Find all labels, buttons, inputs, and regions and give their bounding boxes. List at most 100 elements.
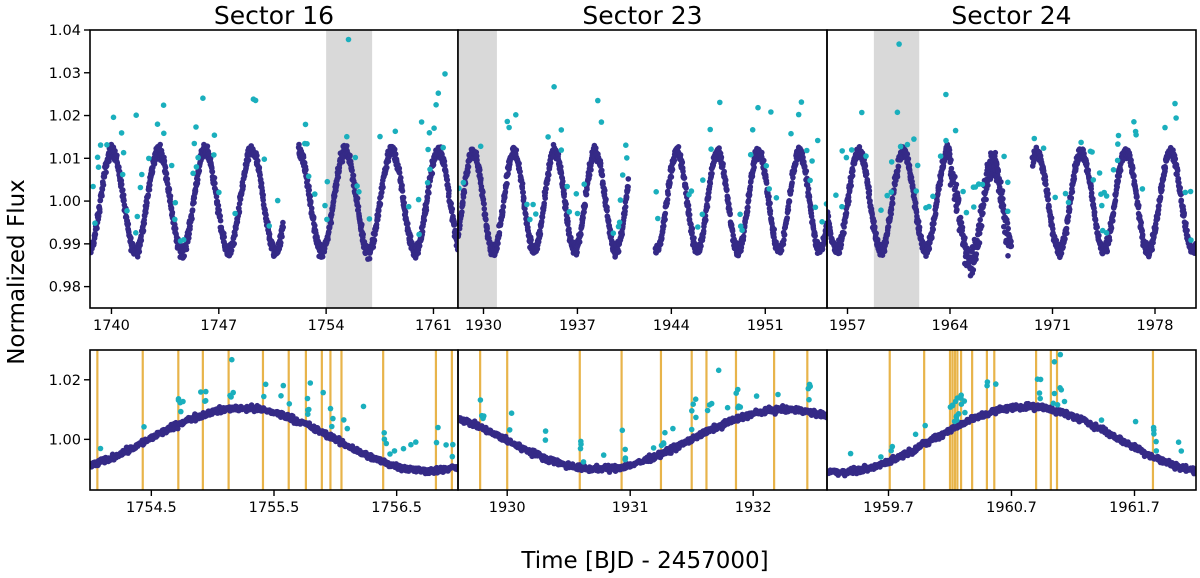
flare-point — [749, 127, 756, 133]
lightcurve-point — [691, 235, 697, 241]
lightcurve-point — [1108, 225, 1115, 231]
lightcurve-point — [192, 188, 199, 194]
lightcurve-point — [740, 233, 747, 240]
flare-point — [551, 84, 557, 90]
lightcurve-point — [478, 175, 484, 182]
lightcurve-point — [453, 232, 458, 238]
lightcurve-point — [207, 155, 214, 162]
lightcurve-point — [517, 168, 523, 175]
lightcurve-point — [458, 231, 462, 238]
flare-point — [95, 164, 102, 170]
lightcurve-point — [442, 162, 448, 169]
lightcurve-point — [771, 226, 777, 233]
lightcurve-point — [980, 201, 987, 208]
lightcurve-point — [441, 158, 448, 164]
lightcurve-point — [668, 174, 675, 180]
lightcurve-point — [936, 186, 942, 192]
lightcurve-point — [339, 159, 346, 165]
lightcurve-point — [465, 169, 471, 175]
lightcurve-point — [308, 198, 314, 205]
lightcurve-point — [806, 194, 813, 200]
lightcurve-point — [423, 207, 430, 213]
flare-point — [1052, 194, 1058, 201]
lightcurve-point — [334, 182, 340, 188]
flare-point — [884, 192, 890, 199]
lightcurve-point — [767, 208, 774, 214]
lightcurve-point — [803, 168, 810, 174]
lightcurve-point — [360, 231, 367, 238]
lightcurve-point — [480, 189, 486, 195]
lightcurve-point — [144, 200, 150, 206]
flare-point — [250, 96, 257, 102]
flare-point — [216, 189, 222, 196]
flare-point — [1115, 132, 1122, 139]
lightcurve-point — [461, 189, 468, 196]
lightcurve-point — [1183, 220, 1189, 227]
lightcurve-point — [430, 162, 437, 168]
lightcurve-point — [232, 232, 238, 238]
y-tick-label: 0.99 — [49, 237, 81, 253]
flare-point — [266, 223, 273, 229]
lightcurve-point — [726, 206, 733, 213]
lightcurve-point — [866, 188, 873, 194]
lightcurve-point — [985, 182, 991, 189]
lightcurve-point — [1045, 196, 1052, 203]
lightcurve-point — [895, 168, 901, 174]
lightcurve-point — [1115, 178, 1121, 184]
lightcurve-point — [312, 222, 318, 229]
flare-point — [623, 142, 629, 148]
lightcurve-point — [481, 201, 487, 207]
flare-point — [700, 177, 706, 183]
lightcurve-point — [138, 237, 145, 244]
flare-point — [1162, 124, 1168, 131]
flare-point — [133, 112, 139, 118]
lightcurve-point — [112, 148, 118, 154]
flare-point — [595, 97, 601, 104]
lightcurve-point — [95, 213, 102, 220]
lightcurve-point — [164, 176, 171, 182]
flare-point — [110, 114, 117, 121]
lightcurve-point — [800, 154, 806, 161]
flare-point — [833, 192, 839, 198]
top-data-0 — [90, 30, 458, 308]
lightcurve-point — [604, 207, 610, 214]
lightcurve-point — [260, 192, 267, 198]
flare-point — [1001, 153, 1007, 160]
lightcurve-point — [149, 168, 156, 175]
lightcurve-point — [704, 204, 711, 210]
lightcurve-point — [217, 213, 223, 219]
flare-point — [458, 185, 462, 192]
lightcurve-point — [1112, 197, 1119, 204]
lightcurve-point — [623, 194, 630, 200]
lightcurve-point — [213, 193, 220, 200]
lightcurve-point — [842, 219, 848, 226]
lightcurve-point — [426, 190, 432, 196]
lightcurve-point — [376, 207, 382, 214]
lightcurve-point — [477, 167, 483, 173]
lightcurve-point — [622, 204, 629, 210]
lightcurve-point — [398, 174, 404, 181]
flare-point — [624, 155, 630, 161]
lightcurve-point — [1175, 175, 1182, 182]
bottom-panel-0: 1754.5 1755.5 1756.51.001.02 — [49, 349, 459, 516]
flare-point — [1110, 167, 1117, 173]
lightcurve-point — [538, 218, 545, 225]
flare-point — [888, 189, 895, 195]
flare-point — [911, 136, 917, 142]
lightcurve-point — [976, 230, 983, 237]
flare-point — [172, 199, 179, 206]
lightcurve-point — [537, 231, 544, 237]
flare-point — [442, 71, 448, 77]
lightcurve-point — [429, 170, 436, 177]
lightcurve-point — [662, 216, 668, 223]
lightcurve-point — [689, 225, 696, 232]
lightcurve-point — [1136, 202, 1142, 209]
lightcurve-point — [827, 213, 832, 220]
lightcurve-point — [848, 182, 854, 189]
flare-point — [708, 146, 714, 152]
lightcurve-point — [725, 195, 731, 201]
lightcurve-point — [789, 180, 795, 186]
lightcurve-point — [1092, 217, 1099, 223]
lightcurve-point — [932, 210, 939, 217]
flare-point — [1099, 202, 1105, 209]
